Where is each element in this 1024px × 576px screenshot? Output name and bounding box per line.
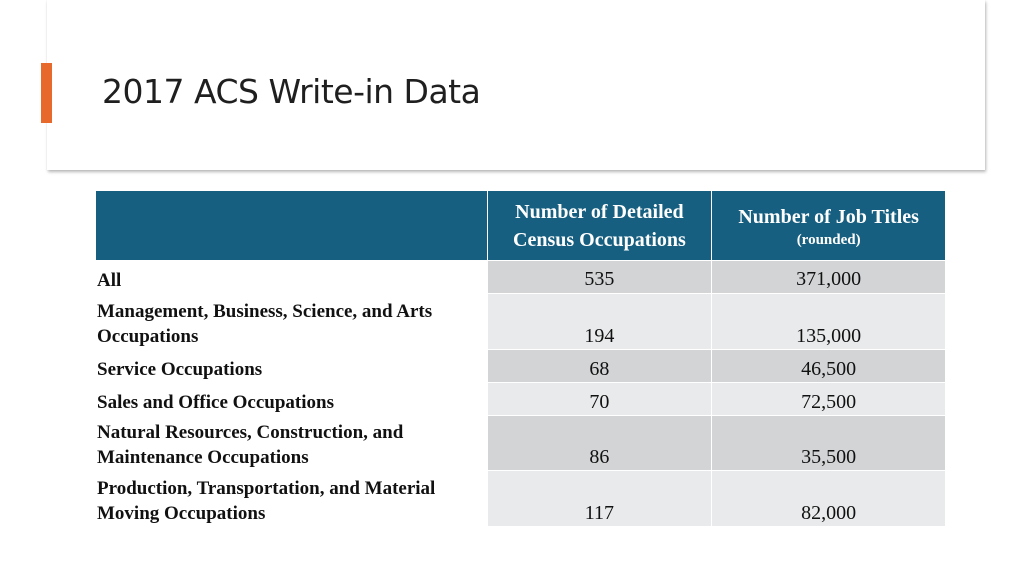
table-row: Service Occupations 68 46,500	[95, 349, 946, 383]
occupations-count: 68	[486, 349, 713, 383]
title-card	[47, 0, 985, 170]
header-job-titles-label: Number of Job Titles	[738, 205, 919, 228]
job-titles-count: 82,000	[711, 470, 946, 527]
table-row: All 535 371,000	[95, 260, 946, 294]
row-label: Production, Transportation, and Material…	[95, 470, 488, 527]
job-titles-count: 46,500	[711, 349, 946, 383]
table-header-row: Number of Detailed Census Occupations Nu…	[95, 190, 946, 261]
row-label: Natural Resources, Construction, and Mai…	[95, 415, 488, 471]
header-job-titles-sub: (rounded)	[796, 231, 861, 248]
table-row: Natural Resources, Construction, and Mai…	[95, 415, 946, 471]
occupations-count: 70	[486, 382, 713, 416]
row-label: Sales and Office Occupations	[95, 382, 488, 416]
header-cell-category	[95, 190, 488, 261]
row-label: Service Occupations	[95, 349, 488, 383]
row-label: Management, Business, Science, and Arts …	[95, 293, 488, 350]
table-row: Sales and Office Occupations 70 72,500	[95, 382, 946, 416]
row-label: All	[95, 260, 488, 294]
occupation-data-table: Number of Detailed Census Occupations Nu…	[95, 190, 946, 527]
occupations-count: 535	[486, 260, 713, 294]
table-row: Production, Transportation, and Material…	[95, 470, 946, 527]
job-titles-count: 35,500	[711, 415, 946, 471]
job-titles-count: 371,000	[711, 260, 946, 294]
job-titles-count: 135,000	[711, 293, 946, 350]
occupations-count: 117	[486, 470, 713, 527]
job-titles-count: 72,500	[711, 382, 946, 416]
slide-title: 2017 ACS Write-in Data	[102, 72, 481, 111]
header-cell-detailed-occupations: Number of Detailed Census Occupations	[486, 190, 713, 261]
header-cell-job-titles: Number of Job Titles (rounded)	[711, 190, 946, 261]
occupations-count: 194	[486, 293, 713, 350]
occupations-count: 86	[486, 415, 713, 471]
accent-bar	[41, 63, 52, 123]
table-row: Management, Business, Science, and Arts …	[95, 293, 946, 350]
